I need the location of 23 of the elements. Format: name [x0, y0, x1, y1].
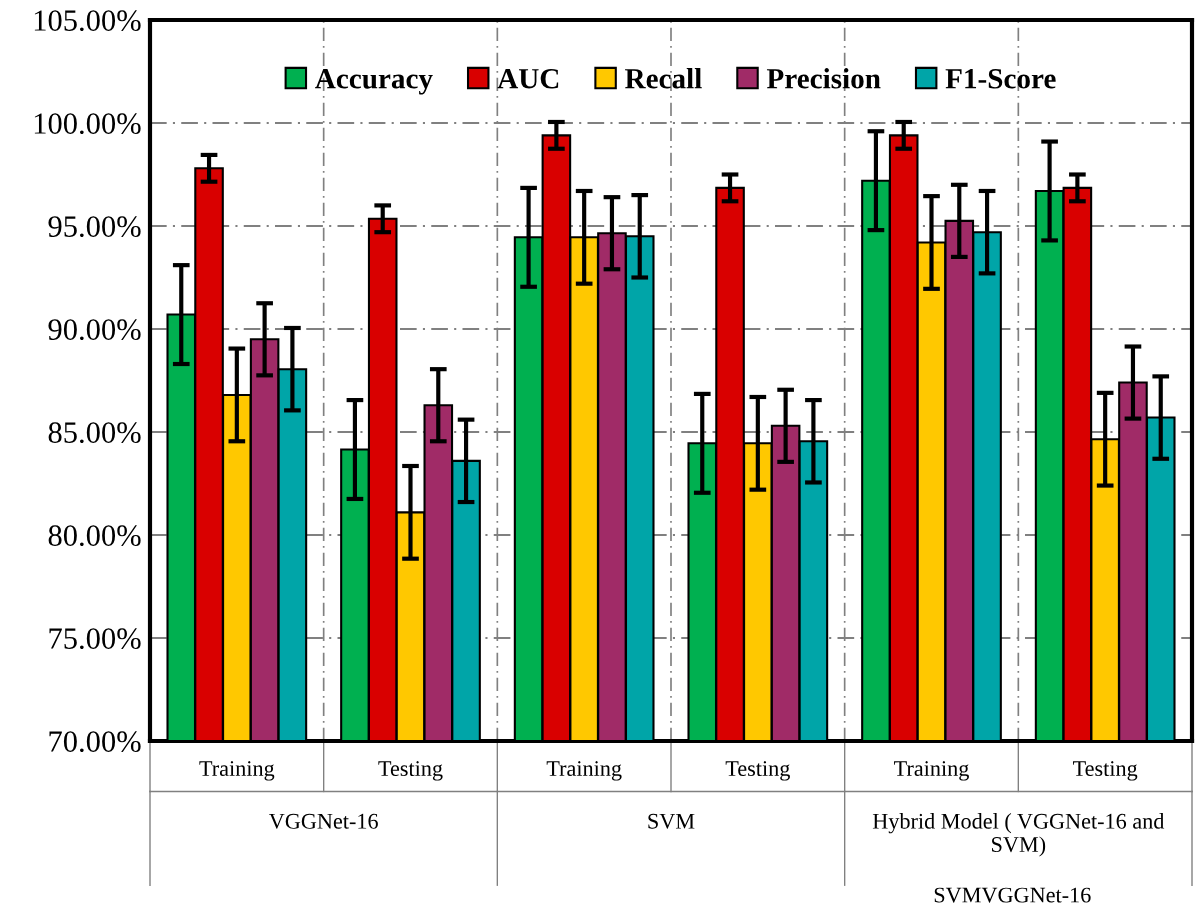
y-tick-label: 85.00%	[48, 422, 141, 444]
text: VGGNet-16	[268, 813, 378, 829]
y-tick-label: 105.00%	[34, 10, 141, 32]
x-tick-label: Training	[199, 761, 275, 781]
y-tick-label: 100.00%	[34, 113, 141, 135]
legend-label: F1-Score	[945, 68, 1056, 89]
x-tick-label: Testing	[378, 761, 443, 781]
y-tick-label: 90.00%	[48, 319, 141, 341]
x-tick-label: Training	[546, 761, 622, 781]
x-tick-label: Testing	[725, 761, 790, 781]
text: SVMVGGNet-16	[934, 887, 1091, 903]
legend-label: Precision	[766, 68, 881, 89]
legend-label: Accuracy	[315, 69, 433, 95]
y-tick-label: 95.00%	[48, 216, 141, 238]
x-tick-label: Training	[894, 761, 969, 781]
y-tick-label: 80.00%	[48, 525, 141, 547]
text: Hybrid Model ( VGGNet-16 and SVM)	[872, 813, 1165, 857]
text: SVM	[648, 813, 695, 829]
legend-label: AUC	[497, 68, 559, 89]
y-tick-label: 70.00%	[49, 731, 141, 753]
x-tick-label: Testing	[1073, 761, 1138, 781]
legend-label: Recall	[625, 68, 702, 89]
y-tick-label: 75.00%	[49, 628, 141, 650]
